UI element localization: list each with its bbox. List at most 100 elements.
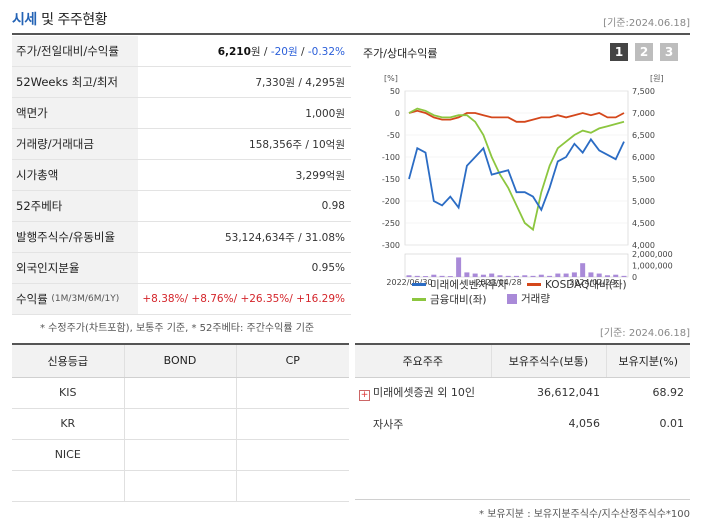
table-header-row: 주요주주 보유주식수(보통) 보유지분(%) bbox=[355, 343, 690, 378]
volume-bar bbox=[596, 273, 602, 277]
volume-bar bbox=[489, 273, 495, 277]
expand-icon[interactable]: + bbox=[359, 390, 370, 402]
quote-row-foreign: 외국인지분율 0.95% bbox=[12, 253, 351, 284]
series-line bbox=[408, 109, 625, 123]
left-tick-label: -250 bbox=[382, 219, 400, 228]
quote-label: 시가총액 bbox=[12, 160, 138, 190]
table-cell bbox=[12, 470, 124, 502]
legend-label: KOSDAQ대비(좌) bbox=[545, 279, 627, 291]
volume-bar bbox=[464, 272, 470, 277]
quote-value: 3,299억원 bbox=[295, 169, 345, 182]
volume-bar bbox=[530, 275, 536, 277]
volume-tick-label: 1,000,000 bbox=[632, 262, 673, 271]
right-tick-label: 4,000 bbox=[632, 241, 655, 250]
volume-bar bbox=[472, 273, 478, 277]
price-chart: [%] [원] 50 0 -50 -100 -150 -200 -250 -300 7,500 7… bbox=[382, 74, 673, 286]
table-cell bbox=[123, 408, 236, 440]
return-6m: +26.35%/ bbox=[237, 293, 293, 305]
title-rest: 및 주주현황 bbox=[41, 12, 107, 28]
table-header-row: 신용등급 BOND CP bbox=[12, 343, 349, 378]
right-tick-label: 4,500 bbox=[632, 219, 655, 228]
price-rate: -0.32% bbox=[307, 45, 345, 58]
table-row: KR bbox=[12, 408, 349, 440]
chart-tab-2[interactable]: 2 bbox=[635, 43, 653, 61]
volume-bar bbox=[621, 275, 627, 277]
column-header: CP bbox=[235, 343, 349, 378]
volume-bar bbox=[580, 263, 586, 277]
chart-panel: 주가/상대수익률 1 2 3 [%] [원] 50 0 -50 -100 -150 -20… bbox=[357, 36, 690, 311]
price-change: -20원 bbox=[270, 45, 298, 58]
table-cell: NICE bbox=[12, 439, 124, 471]
quote-value: 6,210원 / -20원 / -0.32% bbox=[138, 44, 351, 59]
volume-bar bbox=[505, 275, 511, 277]
left-tick-label: -200 bbox=[382, 197, 400, 206]
quote-label: 52Weeks 최고/최저 bbox=[12, 67, 138, 97]
x-tick-label: 2022/06/30 bbox=[386, 278, 432, 286]
left-unit-label: [%] bbox=[384, 74, 398, 83]
legend-swatch-box bbox=[507, 293, 517, 304]
legend-label: 거래량 bbox=[521, 293, 550, 305]
quote-value: +8.38%/ +8.76%/ +26.35%/ +16.29% bbox=[138, 293, 351, 305]
quote-row-marketcap: 시가총액 3,299억원 bbox=[12, 160, 351, 191]
volume-bar bbox=[431, 274, 437, 277]
left-tick-label: -100 bbox=[382, 153, 400, 162]
legend-item-kosdaq: KOSDAQ대비(좌) bbox=[527, 277, 627, 292]
table-cell bbox=[235, 377, 349, 409]
volume-frame bbox=[404, 253, 629, 278]
quote-row-price: 주가/전일대비/수익률 6,210원 / -20원 / -0.32% bbox=[12, 36, 351, 67]
quote-label: 발행주식수/유동비율 bbox=[12, 222, 138, 252]
table-row: KIS bbox=[12, 377, 349, 409]
quote-row-par: 액면가 1,000원 bbox=[12, 98, 351, 129]
volume-bar bbox=[514, 275, 519, 277]
legend-label: 금융대비(좌) bbox=[430, 294, 487, 306]
price-value: 6,210 bbox=[217, 45, 251, 58]
table-cell bbox=[123, 470, 236, 502]
table-cell bbox=[235, 470, 349, 502]
volume-bar bbox=[423, 276, 429, 277]
x-tick-label: 2024/02/29 bbox=[569, 278, 615, 286]
holders-note: * 보유지분 : 보유지분주식수/지수산정주식수*100 bbox=[479, 509, 690, 520]
volume-bar bbox=[447, 276, 453, 277]
volume-bar bbox=[406, 275, 412, 277]
quote-note: * 수정주가(차트포함), 보통주 기준, * 52주베타: 주간수익률 기준 bbox=[40, 323, 315, 334]
quote-value: 1,000원 bbox=[305, 107, 345, 120]
quote-value: 0.95% bbox=[311, 262, 345, 274]
legend-item-finance: 금융대비(좌) bbox=[412, 292, 487, 307]
table-cell bbox=[235, 408, 349, 440]
volume-bar bbox=[522, 275, 528, 277]
quote-value: 158,356주 / 10억원 bbox=[249, 138, 345, 151]
quote-row-volume: 거래량/거래대금 158,356주 / 10억원 bbox=[12, 129, 351, 160]
holder-name: 미래에셋증권 외 10인 bbox=[373, 386, 475, 400]
table-cell bbox=[123, 439, 236, 471]
return-1y: +16.29% bbox=[292, 293, 345, 305]
chart-tab-3[interactable]: 3 bbox=[660, 43, 678, 61]
volume-bar bbox=[480, 274, 486, 277]
volume-bar bbox=[604, 275, 610, 277]
quote-row-beta: 52주베타 0.98 bbox=[12, 191, 351, 222]
table-row: 자사주 4,056 0.01 bbox=[355, 408, 690, 439]
volume-bar bbox=[588, 272, 594, 277]
volume-bar bbox=[414, 275, 420, 277]
holder-name-cell: + 미래에셋증권 외 10인 bbox=[355, 377, 491, 408]
chart-tab-1[interactable]: 1 bbox=[610, 43, 628, 61]
series-line bbox=[408, 107, 625, 232]
right-tick-label: 5,000 bbox=[632, 197, 655, 206]
shareholders-table: 주요주주 보유주식수(보통) 보유지분(%) + 미래에셋증권 외 10인 36,… bbox=[355, 343, 690, 439]
credit-rating-table: 신용등급 BOND CP KIS KR NICE bbox=[12, 343, 349, 502]
quote-label: 외국인지분율 bbox=[12, 253, 138, 283]
return-3m: +8.76%/ bbox=[188, 293, 238, 305]
table-row: NICE bbox=[12, 439, 349, 471]
table-divider bbox=[355, 499, 690, 500]
header-divider bbox=[12, 33, 690, 35]
quote-row-52w: 52Weeks 최고/최저 7,330원 / 4,295원 bbox=[12, 67, 351, 98]
volume-bar bbox=[547, 275, 553, 277]
left-tick-label: -150 bbox=[382, 175, 400, 184]
legend-swatch-line bbox=[412, 283, 426, 286]
volume-bar bbox=[555, 273, 561, 277]
legend-swatch-line bbox=[412, 298, 426, 301]
quote-value: 53,124,634주 / 31.08% bbox=[224, 231, 345, 244]
column-header: 주요주주 bbox=[355, 343, 491, 378]
quote-label: 액면가 bbox=[12, 98, 138, 128]
legend-swatch-line bbox=[527, 283, 541, 286]
separator: / bbox=[260, 45, 271, 58]
